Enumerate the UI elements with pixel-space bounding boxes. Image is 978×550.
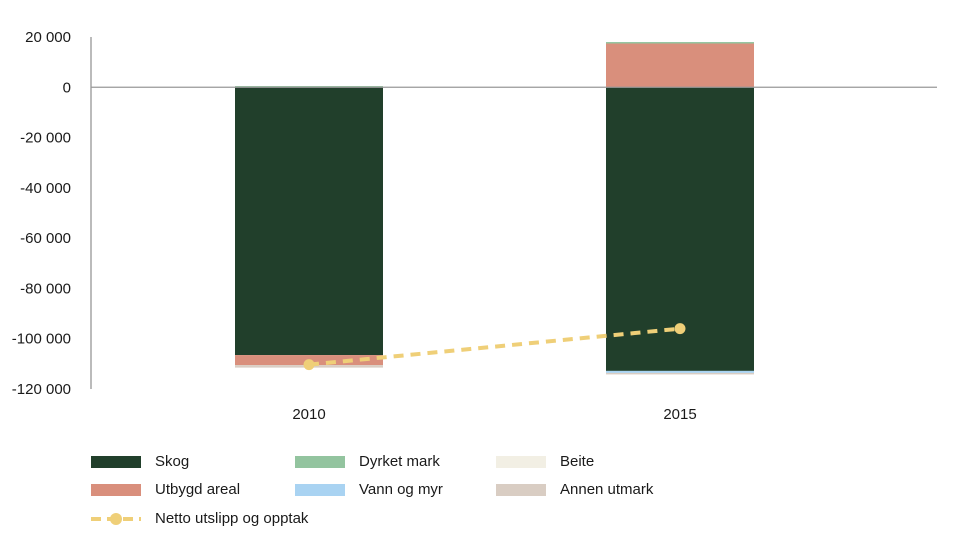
- legend-label: Skog: [155, 453, 190, 470]
- legend-item-beite: Beite: [496, 453, 594, 470]
- legend-swatch-annen-utmark: [496, 483, 546, 496]
- legend-item-vann-og-myr: Vann og myr: [295, 481, 443, 498]
- legend-label: Annen utmark: [560, 481, 654, 498]
- dashed-line-dot-icon: [91, 512, 141, 525]
- legend-swatch-skog: [91, 455, 141, 468]
- bars: [235, 42, 754, 375]
- legend-item-dyrket-mark: Dyrket mark: [295, 453, 440, 470]
- legend-item-netto: Netto utslipp og opptak: [91, 510, 308, 527]
- net-line: [303, 323, 686, 371]
- y-tick-label: -20 000: [20, 130, 71, 147]
- legend-item-annen-utmark: Annen utmark: [496, 481, 653, 498]
- legend-label: Utbygd areal: [155, 481, 241, 498]
- legend-swatch-dyrket-mark: [295, 455, 345, 468]
- y-tick-label: -100 000: [12, 331, 71, 348]
- y-tick-label: -120 000: [12, 381, 71, 398]
- legend-swatch-utbygd-areal: [91, 483, 141, 496]
- y-tick-label: -40 000: [20, 180, 71, 197]
- bar-segment-dyrket-mark: [606, 42, 754, 44]
- y-tick-label: 0: [63, 79, 71, 96]
- bar-segment-utbygd-areal: [606, 43, 754, 88]
- legend-swatch-beite: [496, 455, 546, 468]
- y-tick-label: 20 000: [25, 29, 71, 46]
- net-point: [303, 359, 315, 371]
- x-tick-label: 2010: [292, 406, 325, 423]
- legend-label: Vann og myr: [359, 481, 443, 498]
- legend-label: Dyrket mark: [359, 453, 440, 470]
- y-tick-label: -80 000: [20, 280, 71, 297]
- y-tick-label: -60 000: [20, 230, 71, 247]
- legend-label: Netto utslipp og opptak: [155, 510, 309, 527]
- x-tick-label: 2015: [663, 406, 696, 423]
- x-axis: 2010 2015: [91, 86, 937, 423]
- bar-segment-skog: [235, 87, 383, 356]
- bar-segment-annen-utmark: [606, 372, 754, 375]
- net-point: [674, 323, 686, 335]
- stacked-bar-chart: 20 000 0 -20 000 -40 000 -60 000 -80 000 -100 …: [12, 29, 937, 423]
- y-axis: 20 000 0 -20 000 -40 000 -60 000 -80 000 -100 …: [12, 29, 92, 398]
- legend-item-utbygd-areal: Utbygd areal: [91, 481, 240, 498]
- legend-swatch-vann-og-myr: [295, 483, 345, 496]
- legend-item-skog: Skog: [91, 453, 189, 470]
- legend-label: Beite: [560, 453, 595, 470]
- bar-segment-vann-og-myr: [606, 370, 754, 373]
